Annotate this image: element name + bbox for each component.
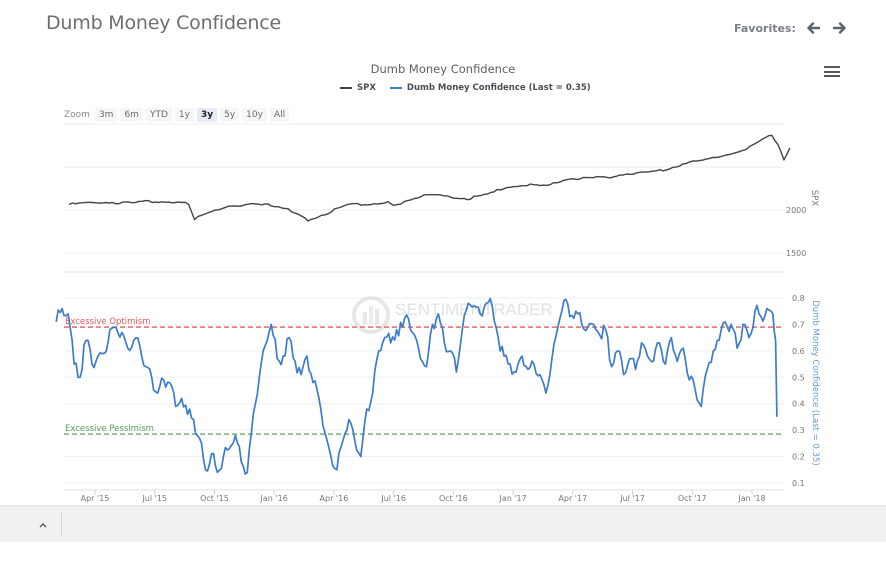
dmc-y-tick-label: 0.6 bbox=[792, 347, 805, 356]
zoom-button-1y[interactable]: 1y bbox=[174, 108, 194, 122]
arrow-left-icon bbox=[807, 22, 821, 34]
excessive-optimism-label: Excessive Optimism bbox=[65, 317, 150, 327]
x-tick-label: Jan '16 bbox=[260, 494, 288, 503]
x-tick-label: Jul '16 bbox=[380, 494, 406, 503]
dmc-y-tick-label: 0.5 bbox=[792, 373, 805, 382]
hamburger-menu-icon-bar bbox=[824, 70, 840, 73]
zoom-button-5y[interactable]: 5y bbox=[220, 108, 240, 122]
watermark-logo-bar bbox=[375, 309, 379, 324]
zoom-label: Zoom bbox=[64, 110, 90, 120]
dmc-y-tick-label: 0.8 bbox=[792, 294, 805, 303]
chevron-up-icon bbox=[39, 523, 47, 528]
legend-item-dumb-money[interactable]: Dumb Money Confidence (Last = 0.35) bbox=[389, 83, 591, 93]
footer-divider bbox=[61, 512, 62, 536]
chart-plot-area[interactable]: SENTIMENTRADER Excessive OptimismExcessi… bbox=[0, 0, 886, 505]
dumb-money-confidence-line bbox=[55, 297, 778, 475]
x-tick-label: Jul '15 bbox=[141, 494, 167, 503]
watermark-logo-icon bbox=[352, 296, 390, 334]
watermark-logo-bar bbox=[363, 312, 367, 324]
reference-lines: Excessive Optimism Excessive Pessimism bbox=[64, 317, 784, 435]
favorites-nav: Favorites: bbox=[734, 20, 848, 36]
hamburger-menu-icon bbox=[824, 66, 840, 68]
x-tick-label: Apr '17 bbox=[558, 494, 587, 503]
axis-layer: Apr '15 Jul '15 Oct '15 Jan '16 Apr '16 Jul '… bbox=[81, 190, 820, 503]
chart-legend: SPX Dumb Money Confidence (Last = 0.35) bbox=[340, 83, 591, 93]
x-tick-label: Jan '18 bbox=[737, 494, 765, 503]
watermark-text: SENTIMENTRADER bbox=[395, 300, 553, 319]
dmc-y-tick-label: 0.7 bbox=[792, 320, 805, 329]
spx-y-tick-label: 2000 bbox=[786, 206, 806, 215]
legend-label-dumb-money: Dumb Money Confidence (Last = 0.35) bbox=[406, 83, 591, 93]
zoom-button-ytd[interactable]: YTD bbox=[145, 108, 172, 122]
spx-y-tick-label: 1500 bbox=[786, 249, 806, 258]
favorites-next-button[interactable] bbox=[832, 20, 848, 36]
favorites-label: Favorites: bbox=[734, 21, 796, 35]
dmc-y-tick-label: 0.4 bbox=[792, 400, 805, 409]
zoom-button-3y[interactable]: 3y bbox=[196, 108, 218, 122]
legend-swatch-spx bbox=[340, 87, 352, 89]
x-tick-label: Oct '17 bbox=[678, 494, 707, 503]
watermark: SENTIMENTRADER bbox=[352, 296, 553, 334]
spx-y-axis-title: SPX bbox=[809, 190, 819, 207]
footer-toggle-button[interactable] bbox=[33, 518, 53, 532]
page-title: Dumb Money Confidence bbox=[46, 12, 281, 34]
arrow-right-icon bbox=[833, 22, 847, 34]
chart-title: Dumb Money Confidence bbox=[370, 62, 516, 76]
zoom-button-6m[interactable]: 6m bbox=[120, 108, 143, 122]
x-tick-label: Jul '17 bbox=[619, 494, 645, 503]
legend-item-spx[interactable]: SPX bbox=[340, 83, 376, 93]
x-tick-label: Apr '15 bbox=[81, 494, 110, 503]
dmc-y-tick-label: 0.1 bbox=[792, 479, 805, 488]
legend-swatch-dumb-money bbox=[389, 87, 402, 89]
x-tick-label: Jan '17 bbox=[498, 494, 526, 503]
chart-context-menu-button[interactable] bbox=[824, 66, 840, 80]
legend-label-spx: SPX bbox=[357, 83, 376, 93]
x-tick-label: Oct '15 bbox=[200, 494, 229, 503]
hamburger-menu-icon-bar bbox=[824, 75, 840, 77]
range-selector: Zoom 3m 6m YTD 1y 3y 5y 10y All bbox=[64, 108, 290, 122]
dmc-y-tick-label: 0.3 bbox=[792, 426, 805, 435]
dmc-y-axis-title: Dumb Money Confidence (Last = 0.35) bbox=[810, 300, 820, 465]
dmc-y-tick-label: 0.2 bbox=[792, 453, 805, 462]
series-layer bbox=[55, 134, 791, 475]
zoom-button-3m[interactable]: 3m bbox=[94, 108, 118, 122]
excessive-pessimism-label: Excessive Pessimism bbox=[65, 424, 154, 434]
spx-line bbox=[68, 134, 791, 222]
x-tick-label: Oct '16 bbox=[439, 494, 468, 503]
watermark-logo-bar bbox=[369, 306, 373, 324]
grid-layer bbox=[64, 123, 784, 491]
zoom-button-all[interactable]: All bbox=[269, 108, 290, 122]
x-tick-label: Apr '16 bbox=[320, 494, 349, 503]
zoom-button-10y[interactable]: 10y bbox=[242, 108, 267, 122]
favorites-prev-button[interactable] bbox=[806, 20, 822, 36]
footer-bar bbox=[0, 505, 886, 542]
